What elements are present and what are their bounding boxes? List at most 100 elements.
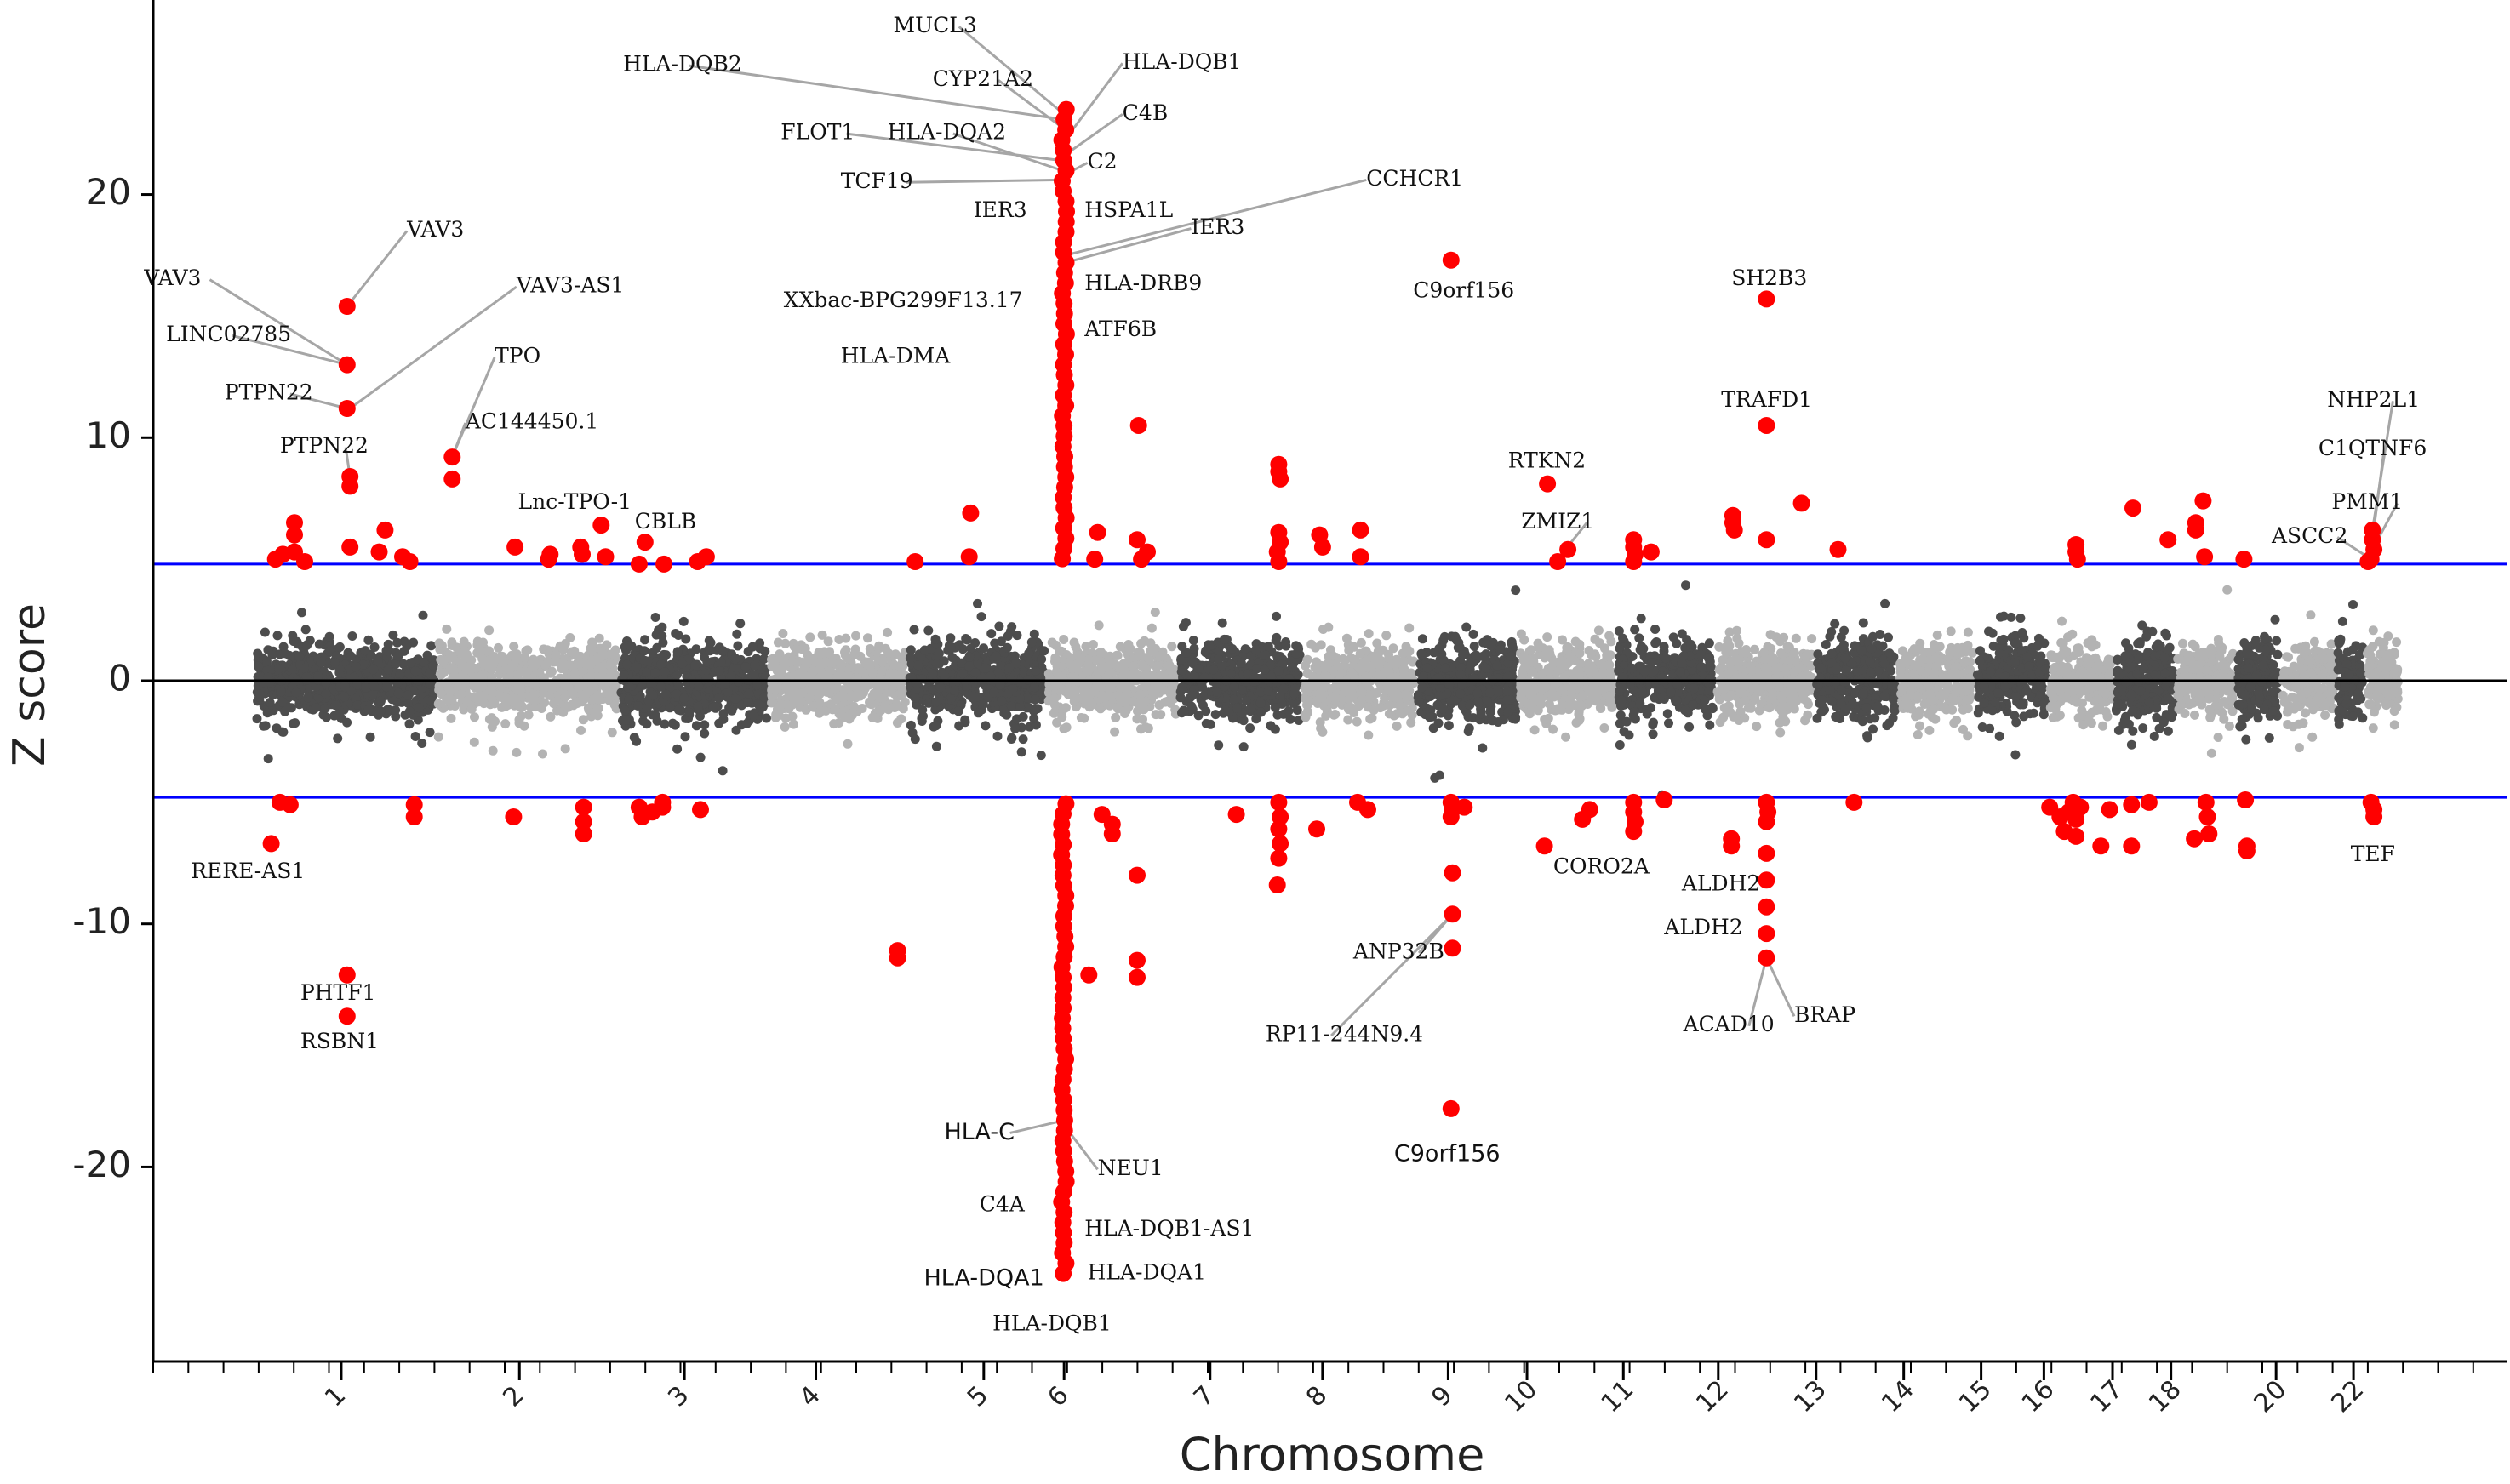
gene-label: NHP2L1 [2327, 387, 2420, 412]
significant-hit-point [1359, 801, 1376, 819]
chromosome-3-points [616, 613, 771, 776]
chromosome-1-points [252, 608, 439, 764]
x-tick-label: 6 [1042, 1380, 1074, 1413]
gene-label: C2 [1088, 149, 1118, 174]
gene-label: C9orf156 [1394, 1141, 1501, 1167]
significant-hit-point [540, 551, 557, 568]
gene-label: HLA-DQB1 [1123, 49, 1242, 74]
significant-hit-point [405, 796, 423, 813]
x-tick-label: 10 [1499, 1374, 1543, 1418]
gene-label: BRAP [1794, 1002, 1855, 1027]
significant-hit-point [1270, 820, 1288, 838]
gene-label: IER3 [1191, 214, 1244, 239]
x-tick-label: 13 [1788, 1374, 1832, 1418]
gene-label: CCHCR1 [1366, 166, 1463, 191]
significant-hit-point [2194, 492, 2212, 510]
x-tick-label: 7 [1188, 1380, 1221, 1413]
annotation-leader-line [846, 132, 1061, 163]
significant-hit-point [1758, 871, 1775, 889]
gene-label: VAV3-AS1 [516, 273, 625, 298]
significant-hit-point [370, 543, 388, 561]
significant-hit-point [286, 526, 303, 544]
significant-hit-point [2159, 531, 2177, 549]
significant-hit-point [2186, 830, 2204, 848]
significant-hit-point [1227, 806, 1245, 824]
significant-hit-point [2101, 801, 2118, 819]
significant-hit-point [405, 808, 423, 825]
y-axis-title: Z score [4, 603, 55, 767]
gene-label: TPO [495, 344, 540, 368]
annotation-leader-line [346, 230, 409, 307]
significant-hit-point [376, 521, 394, 539]
x-tick-label: 20 [2249, 1374, 2293, 1418]
gene-label: ZMIZ1 [1521, 509, 1594, 534]
chromosome-22-points [2363, 625, 2403, 733]
significant-hit-point [1725, 521, 1743, 539]
chromosome-11-points [1614, 580, 1718, 800]
significant-hit-point [597, 548, 615, 566]
x-tick-label: 8 [1301, 1380, 1333, 1413]
gene-label: ANP32B [1352, 939, 1444, 964]
significant-hit-point [2068, 551, 2086, 568]
significant-hit-point [2140, 793, 2158, 811]
significant-hit-point [1080, 966, 1098, 984]
significant-hit-point [1086, 551, 1104, 568]
significant-hit-point [338, 356, 356, 374]
significant-hit-point [262, 835, 280, 853]
significant-hit-point [575, 813, 592, 830]
gene-label: C9orf156 [1413, 277, 1514, 302]
annotation-leader-line [1063, 113, 1123, 157]
significant-hit-point [1792, 494, 1810, 512]
gene-label: HSPA1L [1084, 197, 1173, 222]
background-points [252, 580, 2403, 800]
annotation-leader-line [349, 285, 517, 410]
y-tick-label: 10 [86, 414, 131, 456]
significant-hit-point [1055, 1264, 1072, 1282]
significant-hit-point [2072, 798, 2090, 816]
significant-hit-point [1539, 475, 1557, 493]
significant-hit-point [1581, 801, 1598, 819]
gene-label: VAV3 [406, 217, 464, 242]
significant-hit-point [1270, 793, 1288, 811]
significant-hit-point [1455, 798, 1473, 816]
leader-lines [209, 26, 2399, 1171]
significant-hit-point [341, 477, 359, 495]
significant-hit-point [1268, 876, 1286, 893]
gene-label: C4B [1123, 100, 1168, 125]
significant-hit-point [1352, 521, 1369, 539]
annotation-leader-line [998, 79, 1066, 130]
annotation-leader-line [1765, 957, 1796, 1017]
significant-hit-point [1272, 470, 1289, 488]
y-tick-label: 20 [86, 171, 131, 213]
chromosome-18-points [2173, 585, 2238, 758]
chromosome-6-points [1043, 608, 1181, 737]
significant-hit-point [341, 538, 359, 556]
significant-hit-point [1133, 551, 1151, 568]
significant-hit-point [1758, 898, 1775, 916]
gene-annotations: VAV3VAV3LINC02785VAV3-AS1PTPN22PTPN22TPO… [143, 13, 2427, 1336]
gene-label: TEF [2351, 842, 2395, 866]
significant-hit-point [1723, 837, 1741, 855]
gene-label: HLA-DQA2 [888, 120, 1006, 145]
significant-hit-point [1270, 553, 1288, 570]
significant-hit-point [1103, 815, 1121, 833]
chromosome-7-points [1175, 611, 1305, 752]
significant-hit-point [1129, 417, 1147, 434]
significant-hit-point [1129, 866, 1146, 884]
significant-hit-point [1758, 925, 1775, 943]
significant-hit-point [1444, 905, 1461, 923]
significant-hit-point [2123, 837, 2141, 855]
significant-hit-point [2237, 791, 2255, 808]
significant-hit-point [443, 470, 461, 488]
significant-hit-point [692, 801, 709, 819]
x-tick-label: 17 [2084, 1374, 2129, 1418]
x-tick-label: 1 [319, 1380, 352, 1413]
gene-label: FLOT1 [780, 120, 855, 145]
significant-hit-point [286, 514, 303, 532]
x-tick-label: 16 [2016, 1374, 2061, 1418]
significant-hit-point [1625, 823, 1643, 841]
chromosome-2-points [433, 624, 621, 759]
significant-hit-point [574, 545, 591, 563]
gene-label: HLA-DRB9 [1084, 271, 1202, 295]
